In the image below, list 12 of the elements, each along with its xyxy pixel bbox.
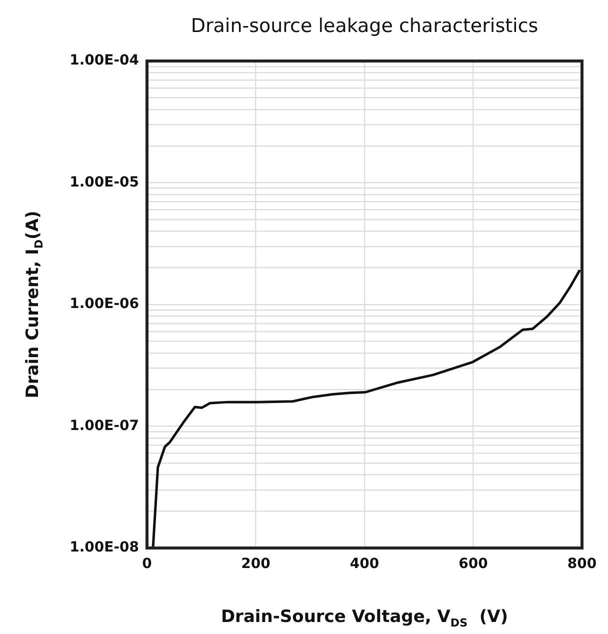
y-tick-label: 1.00E-08 bbox=[70, 540, 139, 556]
chart-title: Drain-source leakage characteristics bbox=[190, 15, 538, 37]
y-tick-label: 1.00E-05 bbox=[70, 174, 139, 190]
y-tick-label: 1.00E-04 bbox=[70, 52, 140, 69]
x-tick-label: 600 bbox=[458, 556, 488, 572]
x-tick-label: 0 bbox=[142, 556, 152, 572]
x-tick-label: 200 bbox=[241, 556, 271, 572]
y-tick-label: 1.00E-06 bbox=[70, 296, 139, 312]
y-tick-label: 1.00E-07 bbox=[70, 418, 139, 434]
x-tick-label: 400 bbox=[350, 556, 380, 572]
x-tick-label: 800 bbox=[567, 556, 597, 572]
y-axis-title: Drain Current, ID(A) bbox=[23, 210, 46, 398]
